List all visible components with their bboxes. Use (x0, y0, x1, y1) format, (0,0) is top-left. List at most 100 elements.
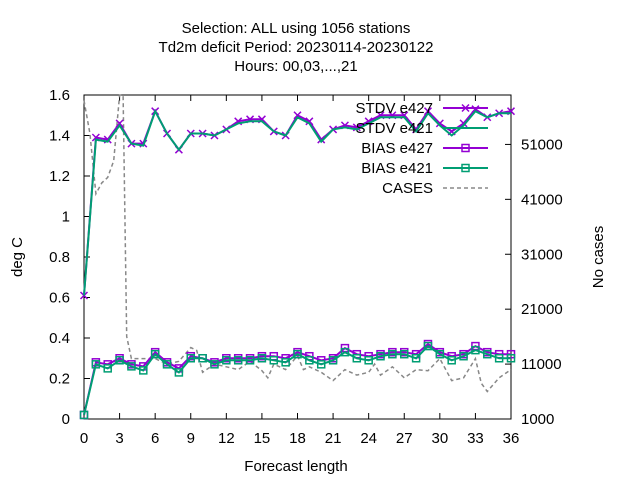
axes (83, 94, 512, 420)
data-point (198, 354, 207, 363)
x-tick-label: 24 (360, 430, 377, 447)
y2-axis-label: No cases (590, 226, 607, 289)
y-tick-label: 1.6 (49, 87, 70, 104)
y2-tick-label: 21000 (521, 301, 563, 318)
x-tick-label: 30 (431, 430, 448, 447)
series-group (79, 94, 516, 420)
data-point (364, 356, 373, 365)
data-point (233, 356, 243, 365)
data-point (388, 349, 397, 359)
data-point (459, 351, 468, 361)
x-tick-label: 9 (187, 430, 195, 447)
data-point (115, 119, 124, 128)
data-point (459, 119, 468, 128)
x-tick-label: 27 (396, 430, 413, 447)
x-tick-label: 6 (151, 430, 159, 447)
data-point (91, 360, 101, 369)
y-tick-label: 0.6 (49, 290, 70, 307)
x-tick-label: 21 (325, 430, 342, 447)
y2-tick-label: 11000 (521, 356, 562, 373)
series-line (83, 107, 512, 296)
legend-marker (461, 143, 470, 153)
data-point (257, 354, 267, 363)
data-point (483, 349, 492, 359)
data-point (186, 354, 195, 363)
legend-label: CASES (382, 180, 433, 197)
y-tick-label: 1.4 (49, 128, 70, 145)
y-tick-label: 0 (62, 411, 70, 428)
y2-tick-label: 31000 (521, 246, 563, 263)
legend-marker (461, 163, 470, 173)
x-tick-label: 15 (254, 430, 271, 447)
data-point (115, 356, 124, 365)
legend-label: BIAS e427 (361, 140, 433, 157)
data-point (293, 349, 302, 359)
y2-tick-label: 1000 (521, 411, 554, 428)
y-tick-label: 1 (62, 209, 70, 226)
data-point (305, 356, 314, 365)
y-tick-label: 1.2 (49, 168, 70, 185)
x-tick-label: 3 (115, 430, 123, 447)
data-point (471, 345, 480, 355)
y2-tick-label: 51000 (521, 136, 563, 153)
y-tick-label: 0.2 (49, 371, 70, 388)
x-tick-label: 33 (467, 430, 484, 447)
data-point (79, 410, 89, 420)
tick-labels: 0 3 6 9 12 15 18 21 24 27 30 33 3600.20.40.60.811.21… (49, 87, 563, 447)
plot-border (83, 94, 512, 420)
series-bias-e421 (79, 341, 516, 420)
y-tick-label: 0.4 (49, 330, 70, 347)
title-line-2: Td2m deficit Period: 20230114-20230122 (159, 39, 434, 56)
series-bias-e427 (79, 339, 516, 420)
x-axis-label: Forecast length (244, 458, 347, 475)
x-tick-label: 36 (503, 430, 520, 447)
data-point (447, 356, 456, 365)
data-point (494, 354, 504, 363)
legend-label: BIAS e421 (361, 160, 433, 177)
data-point (376, 351, 385, 361)
data-point (423, 107, 433, 116)
x-tick-label: 12 (218, 430, 235, 447)
data-point (222, 356, 231, 365)
data-point (411, 354, 421, 363)
x-tick-label: 18 (289, 430, 306, 447)
data-point (162, 360, 172, 369)
legend-label: STDV e427 (355, 100, 433, 117)
y-tick-label: 0.8 (49, 249, 70, 266)
data-point (269, 356, 279, 365)
data-point (245, 356, 255, 365)
data-point (340, 347, 350, 357)
data-point (174, 368, 184, 377)
data-point (435, 349, 445, 359)
data-point (281, 358, 290, 367)
x-tick-label: 0 (80, 430, 88, 447)
series-line (83, 94, 512, 393)
legend-marker (461, 103, 470, 113)
series-cases (83, 94, 512, 393)
data-point (506, 354, 516, 363)
series-stdv-e421 (83, 108, 511, 296)
series-line (83, 344, 511, 416)
legend: STDV e427 STDV e421 BIAS e427 BIAS e421 CASE… (355, 100, 488, 197)
legend-label: STDV e421 (355, 120, 433, 137)
data-point (150, 349, 160, 359)
data-point (305, 117, 314, 126)
title-line-3: Hours: 00,03,...,21 (234, 58, 357, 75)
data-point (103, 364, 112, 373)
data-point (210, 360, 219, 369)
data-point (400, 349, 409, 359)
data-point (423, 341, 433, 351)
data-point (139, 366, 148, 375)
data-point (328, 356, 338, 365)
series-line (83, 108, 511, 296)
y-axis-label: deg C (9, 237, 26, 277)
chart-title: Selection: ALL using 1056 stations Td2m … (159, 20, 434, 75)
y2-tick-label: 41000 (521, 191, 563, 208)
data-point (127, 362, 136, 371)
data-point (316, 360, 326, 369)
series-line (83, 342, 511, 416)
title-line-1: Selection: ALL using 1056 stations (182, 20, 411, 37)
data-point (435, 119, 444, 128)
